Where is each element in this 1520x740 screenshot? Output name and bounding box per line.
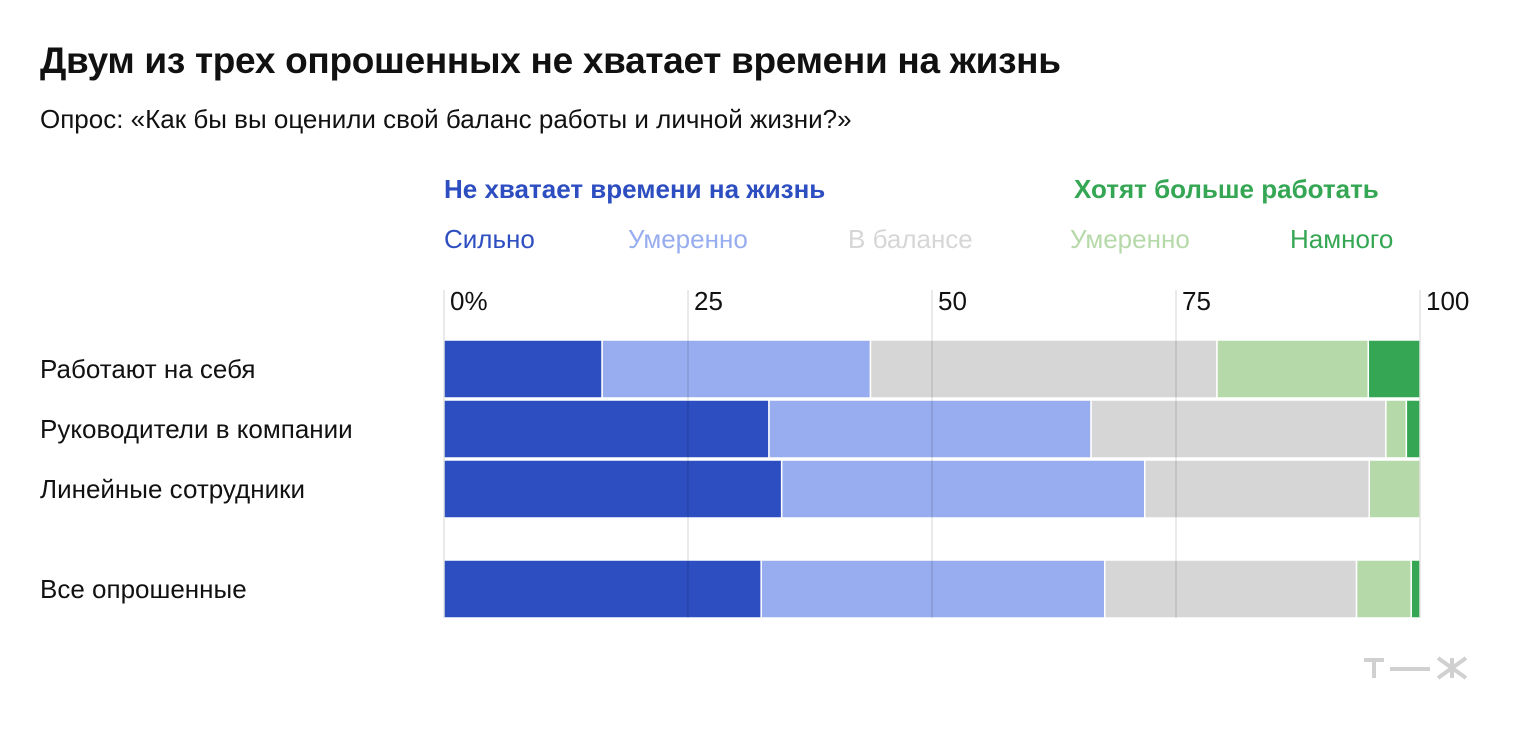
category-label: Все опрошенные bbox=[40, 574, 247, 604]
logo-icon bbox=[1364, 656, 1468, 680]
x-tick-label: 0% bbox=[450, 286, 488, 316]
category-label: Работают на себя bbox=[40, 354, 255, 384]
chart-subtitle: Опрос: «Как бы вы оценили свой баланс ра… bbox=[40, 104, 852, 134]
legend-group-right: Хотят больше работать bbox=[1074, 174, 1379, 204]
bar-segment bbox=[869, 339, 1218, 399]
x-tick-label: 75 bbox=[1182, 286, 1211, 316]
bar-segment bbox=[1355, 559, 1412, 619]
bar-segment bbox=[1367, 339, 1421, 399]
bar-segment bbox=[443, 459, 783, 519]
legend-item-moderate-lack: Умеренно bbox=[628, 224, 748, 254]
bar-segment bbox=[1216, 339, 1370, 399]
x-tick-label: 50 bbox=[938, 286, 967, 316]
legend-item-moderate-more-work: Умеренно bbox=[1070, 224, 1190, 254]
x-tick-label: 100 bbox=[1426, 286, 1469, 316]
category-label: Линейные сотрудники bbox=[40, 474, 305, 504]
bar-segment bbox=[1368, 459, 1421, 519]
category-label: Руководители в компании bbox=[40, 414, 353, 444]
bar-segment bbox=[1405, 399, 1421, 459]
bar-segment bbox=[1410, 559, 1421, 619]
legend-item-much-more-work: Намного bbox=[1290, 224, 1394, 254]
bar-segment bbox=[768, 399, 1092, 459]
legend-group-left: Не хватает времени на жизнь bbox=[444, 174, 826, 204]
bar-segment bbox=[1385, 399, 1408, 459]
bar-segment bbox=[443, 559, 762, 619]
legend-item-balance: В балансе bbox=[848, 224, 973, 254]
bar-segment bbox=[443, 339, 603, 399]
chart-title: Двум из трех опрошенных не хватает време… bbox=[40, 40, 1061, 81]
legend-item-strong-lack: Сильно bbox=[444, 224, 535, 254]
bar-segment bbox=[1104, 559, 1358, 619]
bar-segment bbox=[443, 399, 770, 459]
x-tick-label: 25 bbox=[694, 286, 723, 316]
bar-segment bbox=[1144, 459, 1370, 519]
bar-segment bbox=[1090, 399, 1387, 459]
bar-segment bbox=[601, 339, 872, 399]
bar-segment bbox=[780, 459, 1146, 519]
bar-segment bbox=[760, 559, 1106, 619]
